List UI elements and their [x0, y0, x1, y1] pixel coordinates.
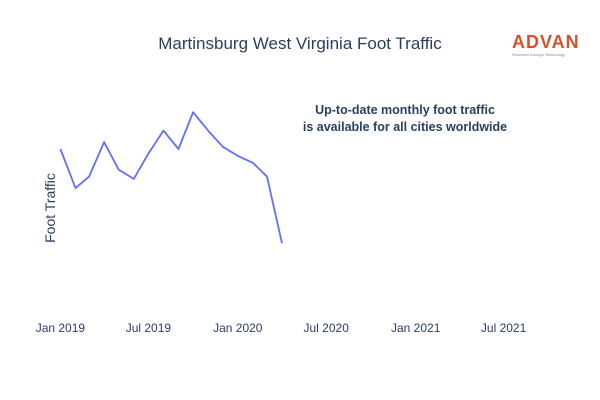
x-tick-label: Jan 2019: [36, 321, 86, 335]
x-tick-label: Jul 2019: [126, 321, 172, 335]
chart-title: Martinsburg West Virginia Foot Traffic: [158, 34, 442, 53]
series-layer: [59, 111, 283, 244]
series-line-0: [59, 111, 283, 244]
x-tick-label: Jul 2021: [481, 321, 527, 335]
x-tick-label: Jul 2020: [304, 321, 350, 335]
x-axis-ticks: Jan 2019 Jul 2019 Jan 2020 Jul 2020 Jan 2021…: [36, 321, 527, 335]
annotation-line-2: is available for all cities worldwide: [302, 120, 508, 134]
x-tick-label: Jan 2020: [213, 321, 263, 335]
advan-logo: ADVAN Research through Technology: [512, 33, 592, 57]
annotation-line-1: Up-to-date monthly foot traffic: [315, 103, 495, 117]
logo-wordmark: ADVAN: [512, 32, 580, 52]
chart-annotation: Up-to-date monthly foot traffic is avail…: [255, 102, 555, 136]
x-tick-label: Jan 2021: [391, 321, 441, 335]
logo-tagline: Research through Technology: [512, 52, 566, 57]
